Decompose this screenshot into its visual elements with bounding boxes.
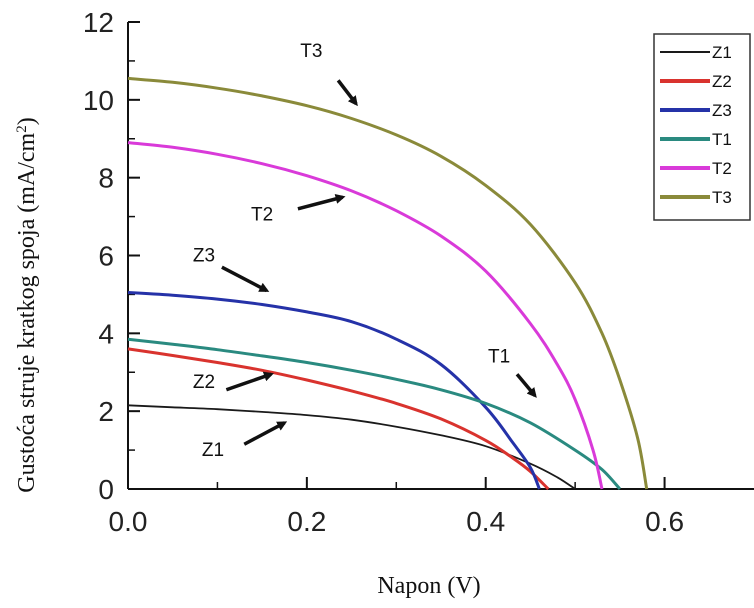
y-axis-title-end: ) <box>14 117 40 125</box>
y-tick-label: 0 <box>98 474 114 505</box>
series-line-z3 <box>127 291 541 490</box>
x-tick-label: 0.2 <box>287 506 326 537</box>
series-line-t3 <box>127 76 649 490</box>
x-tick-label: 0.0 <box>109 506 148 537</box>
annotation-label-z1: Z1 <box>202 440 224 461</box>
annotation-label-z2: Z2 <box>193 372 215 393</box>
annotation-arrow-z3 <box>221 265 270 293</box>
y-tick-label: 2 <box>98 396 114 427</box>
series-line-z2 <box>127 347 550 491</box>
y-axis-title-main: Gustoća struje kratkog spoja (mA/cm <box>14 132 40 492</box>
y-tick-label: 8 <box>98 163 114 194</box>
annotation-arrow-t3 <box>336 79 358 107</box>
legend-label-z2: Z2 <box>712 72 732 91</box>
legend-label-t1: T1 <box>712 130 732 149</box>
y-tick-label: 10 <box>83 85 114 116</box>
legend-box <box>653 33 751 221</box>
annotation-arrow-t1 <box>515 373 537 398</box>
annotation-label-z3: Z3 <box>193 245 215 266</box>
annotation-label-t2: T2 <box>251 204 273 225</box>
x-axis-title: Napon (V) <box>377 573 480 599</box>
y-tick-label: 6 <box>98 241 114 272</box>
y-axis-title-sup: 2 <box>14 125 30 133</box>
annotation-arrow-t2 <box>297 194 346 211</box>
annotation-arrow-z2 <box>225 371 274 392</box>
x-tick-label: 0.4 <box>466 506 505 537</box>
x-tick-label: 0.6 <box>645 506 684 537</box>
series-line-t1 <box>127 337 622 491</box>
legend-label-z1: Z1 <box>712 43 732 62</box>
legend-label-z3: Z3 <box>712 101 732 120</box>
series-line-t2 <box>127 141 604 490</box>
annotation-arrow-z1 <box>243 421 288 446</box>
y-tick-label: 12 <box>83 7 114 38</box>
series-line-z1 <box>127 404 576 490</box>
legend-label-t3: T3 <box>712 188 732 207</box>
y-tick-label: 4 <box>98 318 114 349</box>
annotation-label-t1: T1 <box>488 347 510 368</box>
annotation-label-t3: T3 <box>300 41 322 62</box>
legend-label-t2: T2 <box>712 159 732 178</box>
y-axis-title: Gustoća struje kratkog spoja (mA/cm2) <box>14 117 40 492</box>
